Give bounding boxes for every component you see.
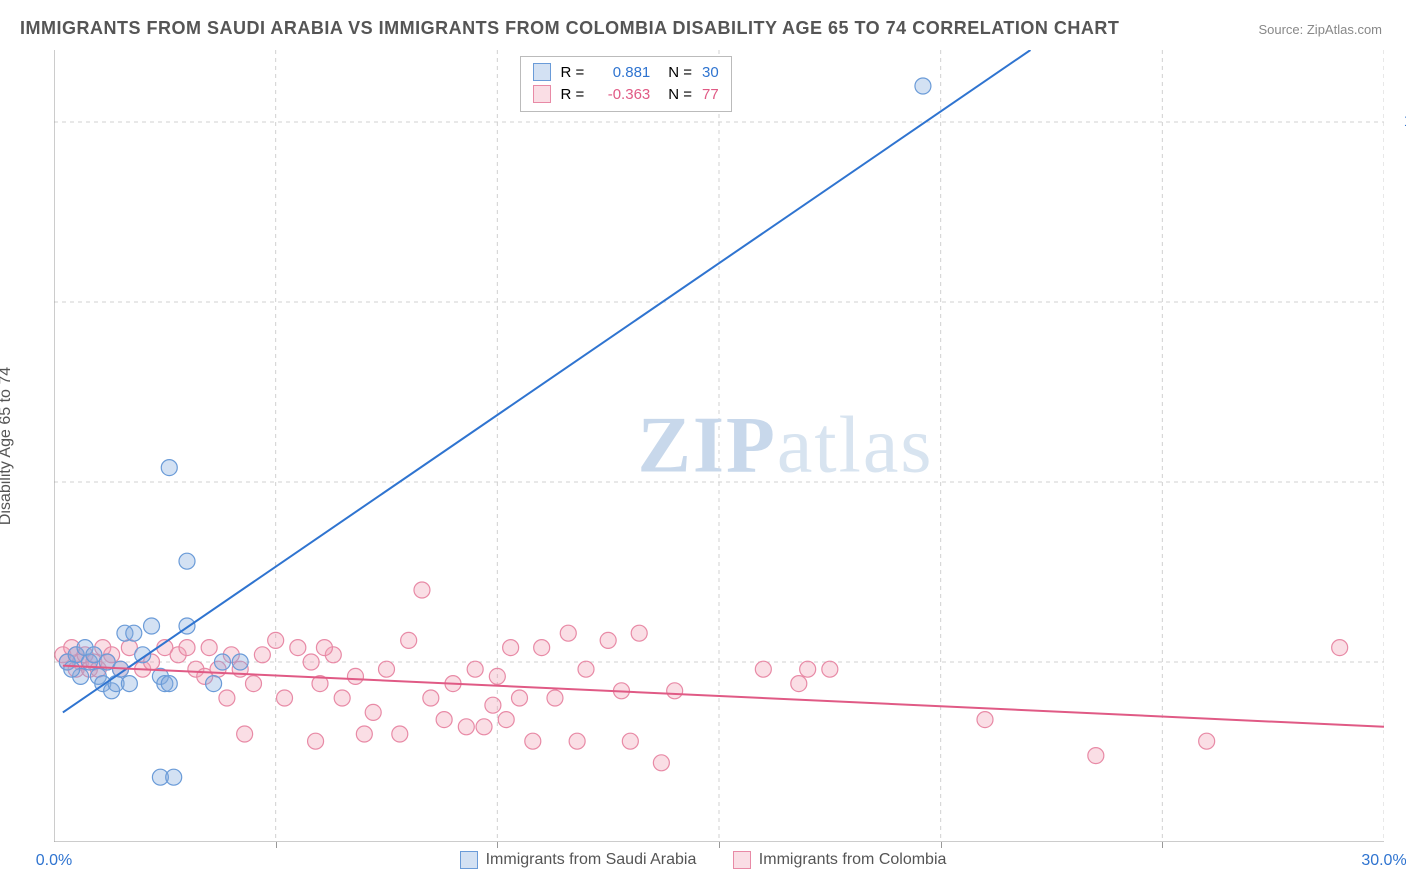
xtick-mark <box>1162 842 1163 848</box>
series-legend: Immigrants from Saudi Arabia Immigrants … <box>0 851 1406 874</box>
chart-area: ZIPatlas R = 0.881 N = 30 R = -0.363 N =… <box>54 50 1384 842</box>
legend-row-saudi: R = 0.881 N = 30 <box>533 61 719 83</box>
ytick-label: 25.0% <box>1388 653 1406 671</box>
n-value-colombia: 77 <box>702 86 719 103</box>
scatter-plot <box>54 50 1384 842</box>
swatch-saudi <box>533 63 551 81</box>
legend-row-colombia: R = -0.363 N = 77 <box>533 83 719 105</box>
correlation-legend: R = 0.881 N = 30 R = -0.363 N = 77 <box>520 56 732 112</box>
ytick-label: 75.0% <box>1388 293 1406 311</box>
n-label: N = <box>668 86 692 103</box>
xtick-mark <box>276 842 277 848</box>
r-value-colombia: -0.363 <box>594 86 650 103</box>
n-value-saudi: 30 <box>702 64 719 81</box>
y-axis-label: Disability Age 65 to 74 <box>0 367 15 525</box>
n-label: N = <box>668 64 692 81</box>
xtick-mark <box>497 842 498 848</box>
r-label: R = <box>561 86 585 103</box>
ytick-label: 100.0% <box>1388 113 1406 131</box>
r-value-saudi: 0.881 <box>594 64 650 81</box>
xtick-mark <box>941 842 942 848</box>
r-label: R = <box>561 64 585 81</box>
swatch-colombia <box>733 851 751 869</box>
legend-label-colombia: Immigrants from Colombia <box>759 851 947 869</box>
legend-item-saudi: Immigrants from Saudi Arabia <box>460 851 697 869</box>
swatch-saudi <box>460 851 478 869</box>
xtick-mark <box>719 842 720 848</box>
source-label: Source: ZipAtlas.com <box>1258 22 1382 37</box>
ytick-label: 50.0% <box>1388 473 1406 491</box>
legend-label-saudi: Immigrants from Saudi Arabia <box>486 851 697 869</box>
legend-item-colombia: Immigrants from Colombia <box>733 851 947 869</box>
swatch-colombia <box>533 85 551 103</box>
chart-title: IMMIGRANTS FROM SAUDI ARABIA VS IMMIGRAN… <box>20 18 1119 39</box>
